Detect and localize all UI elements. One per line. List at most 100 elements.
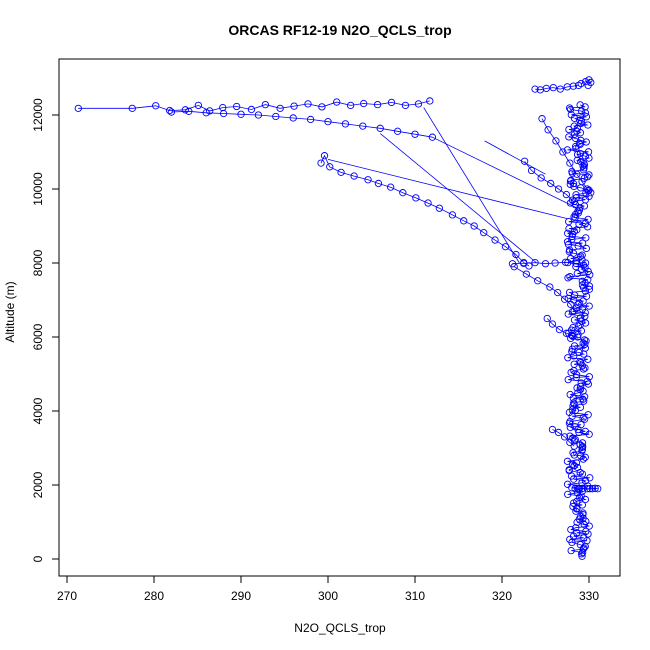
data-point [586,474,594,482]
data-point [578,177,586,186]
x-tick-label: 320 [492,589,512,603]
series-line [484,140,546,175]
data-point [290,102,298,110]
data-point [584,530,592,538]
data-point [583,173,592,181]
data-point [586,485,594,493]
data-point [448,211,457,219]
data-point [561,258,570,266]
data-point [548,425,557,434]
data-point [74,104,82,112]
data-point [575,206,584,214]
data-point [575,140,583,148]
data-point [581,219,590,228]
data-point [376,124,384,132]
data-point [588,485,597,493]
data-point [573,269,581,278]
x-tick-label: 290 [231,589,251,603]
data-point [566,177,575,185]
data-point [562,190,571,199]
data-point [491,236,499,244]
data-point [326,163,334,171]
data-point [581,364,589,372]
data-point [206,107,214,115]
data-point [578,443,586,452]
data-point [585,171,593,179]
data-point [584,148,593,156]
data-point [566,180,574,189]
data-point [576,358,584,366]
data-point [572,459,581,467]
data-point [232,102,241,111]
data-point [569,502,577,511]
data-point [522,270,531,278]
data-point [581,109,590,117]
series-line [546,318,578,338]
data-point [584,276,592,284]
data-point [573,170,581,178]
data-point [546,283,554,291]
data-point [576,403,585,411]
data-point [254,111,263,119]
data-point [560,433,569,441]
data-point [387,98,396,107]
series-line [379,133,538,264]
x-axis: 270 280 290 300 310 320 330 [57,575,599,603]
data-point [564,310,572,318]
data-point [569,323,577,332]
data-point [565,466,573,474]
chart-title: ORCAS RF12-19 N2O_QCLS_trop [228,22,451,38]
series-line [512,261,586,265]
data-point [563,229,572,237]
data-point [594,485,602,493]
data-point [567,525,575,534]
data-point [579,261,588,269]
data-point [575,485,584,493]
data-point [574,207,582,215]
plot-frame [58,58,621,577]
data-point [580,534,588,542]
data-point [583,377,591,386]
series-line [524,161,573,201]
data-point [435,204,444,212]
data-point [337,168,345,177]
data-point [573,156,581,164]
data-point [543,314,551,323]
data-point [360,99,368,108]
data-point [582,337,590,345]
data-point [576,252,585,260]
data-point [565,104,574,112]
data-point [542,84,551,93]
data-point [581,78,590,86]
data-point [580,336,589,344]
data-point [576,382,585,391]
data-point [582,527,590,536]
data-point [566,105,575,114]
data-point [577,420,585,429]
data-point [578,501,586,509]
data-point [577,158,585,166]
data-point [565,218,573,226]
data-point [320,152,329,160]
data-point [428,133,437,141]
data-point [576,140,584,149]
data-point [577,117,586,126]
x-tick-label: 310 [405,589,425,603]
data-point [554,185,563,193]
data-point [572,373,580,382]
x-axis-label: N2O_QCLS_trop [294,621,386,635]
data-point [572,259,580,268]
data-point [567,111,576,119]
data-point [571,485,579,493]
data-point [470,222,478,230]
data-point [501,243,510,251]
data-point [324,118,332,126]
data-layer [74,76,602,560]
data-point [566,438,574,447]
data-point [568,196,577,204]
series-line [171,110,433,138]
data-point [575,493,584,502]
data-point [573,384,581,392]
y-tick-label: 6000 [31,323,45,350]
